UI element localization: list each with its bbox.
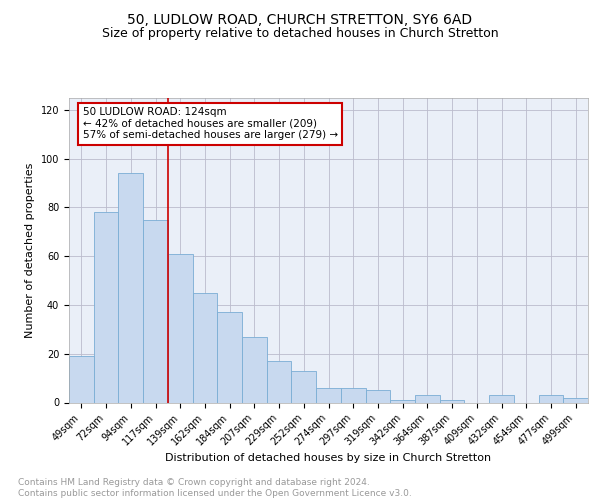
Bar xyxy=(539,395,563,402)
Bar xyxy=(118,173,143,402)
Bar xyxy=(242,336,267,402)
Bar xyxy=(292,371,316,402)
Bar xyxy=(316,388,341,402)
Bar xyxy=(69,356,94,403)
Bar xyxy=(267,361,292,403)
Bar xyxy=(341,388,365,402)
Bar xyxy=(390,400,415,402)
Bar xyxy=(415,395,440,402)
Bar xyxy=(489,395,514,402)
Bar xyxy=(563,398,588,402)
X-axis label: Distribution of detached houses by size in Church Stretton: Distribution of detached houses by size … xyxy=(166,453,491,463)
Bar xyxy=(168,254,193,402)
Bar xyxy=(143,220,168,402)
Text: Contains HM Land Registry data © Crown copyright and database right 2024.
Contai: Contains HM Land Registry data © Crown c… xyxy=(18,478,412,498)
Text: 50 LUDLOW ROAD: 124sqm
← 42% of detached houses are smaller (209)
57% of semi-de: 50 LUDLOW ROAD: 124sqm ← 42% of detached… xyxy=(83,108,338,140)
Bar xyxy=(440,400,464,402)
Text: 50, LUDLOW ROAD, CHURCH STRETTON, SY6 6AD: 50, LUDLOW ROAD, CHURCH STRETTON, SY6 6A… xyxy=(127,12,473,26)
Text: Size of property relative to detached houses in Church Stretton: Size of property relative to detached ho… xyxy=(101,28,499,40)
Bar xyxy=(193,292,217,403)
Y-axis label: Number of detached properties: Number of detached properties xyxy=(25,162,35,338)
Bar xyxy=(94,212,118,402)
Bar xyxy=(217,312,242,402)
Bar xyxy=(365,390,390,402)
